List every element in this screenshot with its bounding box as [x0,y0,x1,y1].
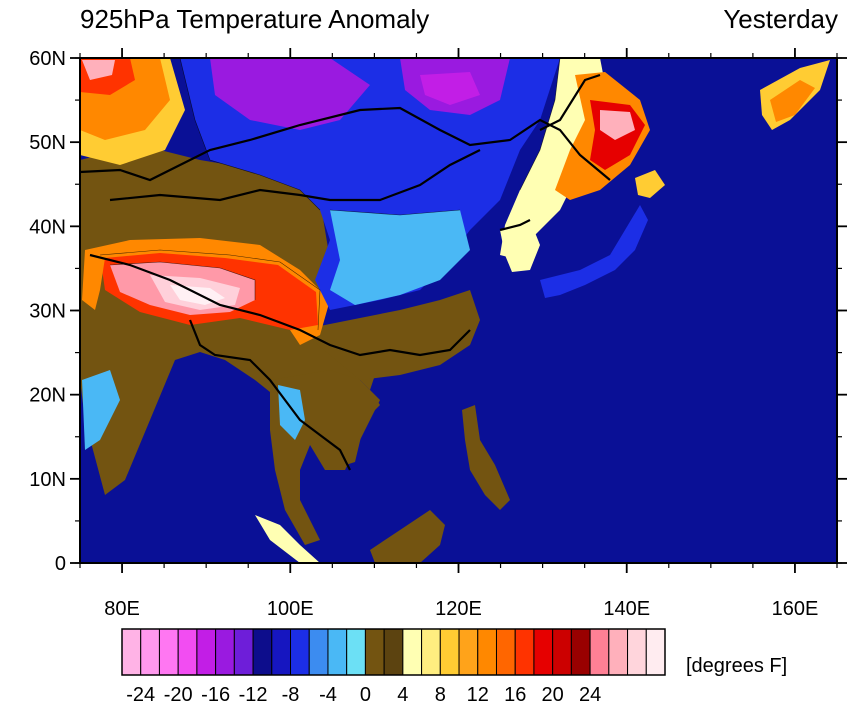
colorbar-swatch [383,628,404,676]
colorbar-tick-label: 16 [504,684,526,706]
colorbar-swatch [290,628,310,676]
lon-tick-label: 120E [435,598,482,620]
map-plot-area [80,58,837,563]
colorbar-tick-label: -24 [126,684,155,706]
colorbar-swatch [402,628,423,676]
anomaly-manchuria-pink [600,110,635,140]
colorbar-swatch [495,628,516,676]
colorbar-swatch [158,628,179,676]
colorbar-swatch [627,628,647,676]
colorbar-outline [121,628,666,676]
lat-tick-label: 60N [29,48,66,70]
colorbar-units: [degrees F] [686,655,787,677]
colorbar-swatch [346,628,366,676]
anomaly-north-lightblue [330,210,470,305]
land-philippines [462,405,510,510]
lat-tick-label: 40N [29,216,66,238]
colorbar-swatch [514,628,535,676]
map-subtitle: Yesterday [723,4,838,34]
colorbar-swatch [458,628,479,676]
colorbar [121,628,666,676]
colorbar-swatch [552,628,572,676]
colorbar-swatch [570,628,591,676]
colorbar-tick-label: -12 [239,684,268,706]
colorbar-swatch [308,628,329,676]
anomaly-west-corner-pink [82,60,115,80]
map-title: 925hPa Temperature Anomaly [80,4,430,34]
land-east-china [300,290,480,380]
colorbar-swatch [533,628,554,676]
lat-tick-label: 20N [29,385,66,407]
colorbar-swatch [364,628,385,676]
colorbar-swatch [645,628,666,676]
colorbar-tick-label: -16 [201,684,230,706]
colorbar-swatch [421,628,441,676]
colorbar-swatch [477,628,497,676]
colorbar-swatch [271,628,292,676]
colorbar-swatch [177,628,198,676]
land-sumatra [255,515,320,563]
colorbar-swatch [233,628,254,676]
land-kamchatka-orange [770,80,815,122]
colorbar-tick-label: -20 [164,684,193,706]
lon-tick-label: 100E [267,598,314,620]
lat-tick-label: 50N [29,132,66,154]
colorbar-swatch [327,628,348,676]
anomaly-siberia-purple [210,58,370,130]
land-japan [540,205,648,298]
lon-tick-label: 80E [104,598,140,620]
lat-tick-label: 30N [29,301,66,323]
colorbar-tick-label: 4 [397,684,408,706]
lon-tick-label: 160E [772,598,819,620]
colorbar-tick-label: -8 [282,684,300,706]
colorbar-tick-label: 12 [467,684,489,706]
colorbar-tick-label: 20 [542,684,564,706]
colorbar-swatch [252,628,273,676]
colorbar-swatch [215,628,235,676]
colorbar-tick-label: -4 [319,684,337,706]
lat-tick-label: 0 [55,553,66,575]
colorbar-swatch [439,628,460,676]
colorbar-swatch [121,628,142,676]
colorbar-tick-label: 0 [360,684,371,706]
land-hokkaido [635,170,665,198]
colorbar-swatch [140,628,160,676]
axis-ticks [70,48,847,573]
land-korea [500,220,540,272]
colorbar-swatch [608,628,629,676]
lon-tick-label: 140E [603,598,650,620]
anomaly-tibet-orange [82,238,330,345]
lat-tick-label: 10N [29,469,66,491]
anomaly-india-lightblue [82,370,120,450]
axis-tick-labels: 80E 100E 120E 140E 160E 0 10N 20N 30N 40N 50N 60N [29,48,818,620]
colorbar-swatch [196,628,217,676]
anomaly-siberia-magenta [420,72,480,105]
colorbar-swatch [589,628,610,676]
colorbar-labels: -24 -20 -16 -12 -8 -4 0 4 8 12 16 20 24 [126,684,601,706]
land-borneo [370,510,445,563]
country-borders [80,73,611,471]
colorbar-tick-label: 24 [579,684,601,706]
colorbar-tick-label: 8 [435,684,446,706]
contour-lines [99,58,561,331]
